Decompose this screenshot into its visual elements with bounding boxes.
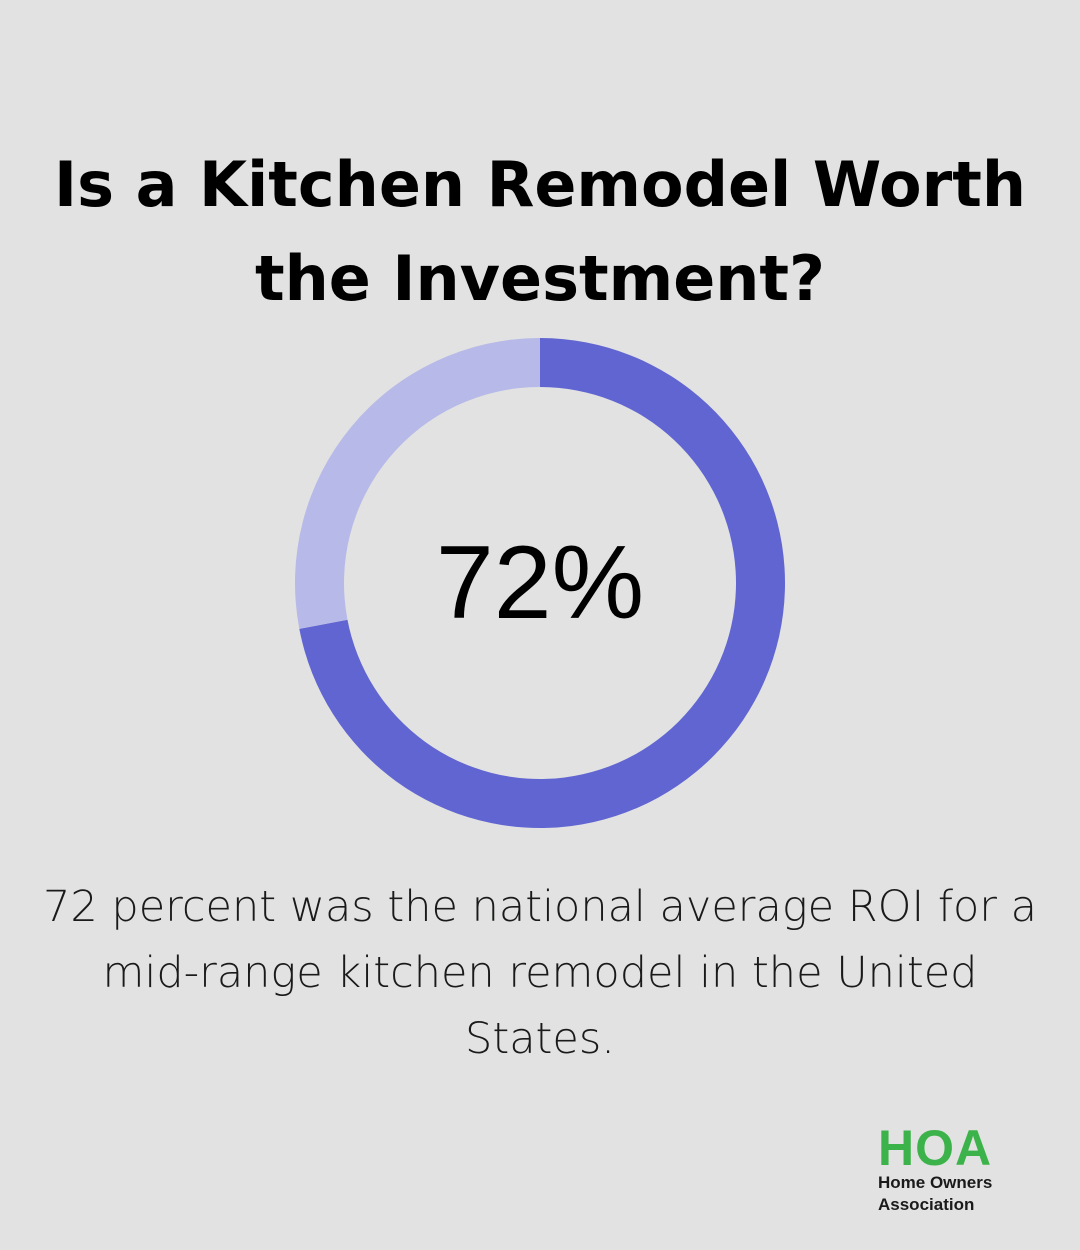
logo-mark: HOA: [878, 1120, 993, 1176]
donut-chart: [295, 338, 785, 828]
logo-subtitle: Home Owners Association: [878, 1172, 1058, 1216]
donut-slice-remainder: [295, 338, 540, 629]
donut-center-value: 72%: [435, 525, 645, 641]
logo-line-2: Association: [878, 1195, 975, 1214]
caption-line-2: mid-range kitchen remodel in the United: [102, 948, 978, 998]
caption-line-1: 72 percent was the national average ROI …: [43, 882, 1037, 932]
title-line-1: Is a Kitchen Remodel Worth: [54, 147, 1026, 221]
title-line-2: the Investment?: [254, 241, 826, 315]
chart-caption: 72 percent was the national average ROI …: [40, 874, 1040, 1072]
hoa-logo: HOA Home Owners Association: [878, 1120, 1058, 1216]
logo-line-1: Home Owners: [878, 1173, 993, 1192]
page-title: Is a Kitchen Remodel Worth the Investmen…: [0, 138, 1080, 326]
caption-line-3: States.: [465, 1014, 615, 1064]
